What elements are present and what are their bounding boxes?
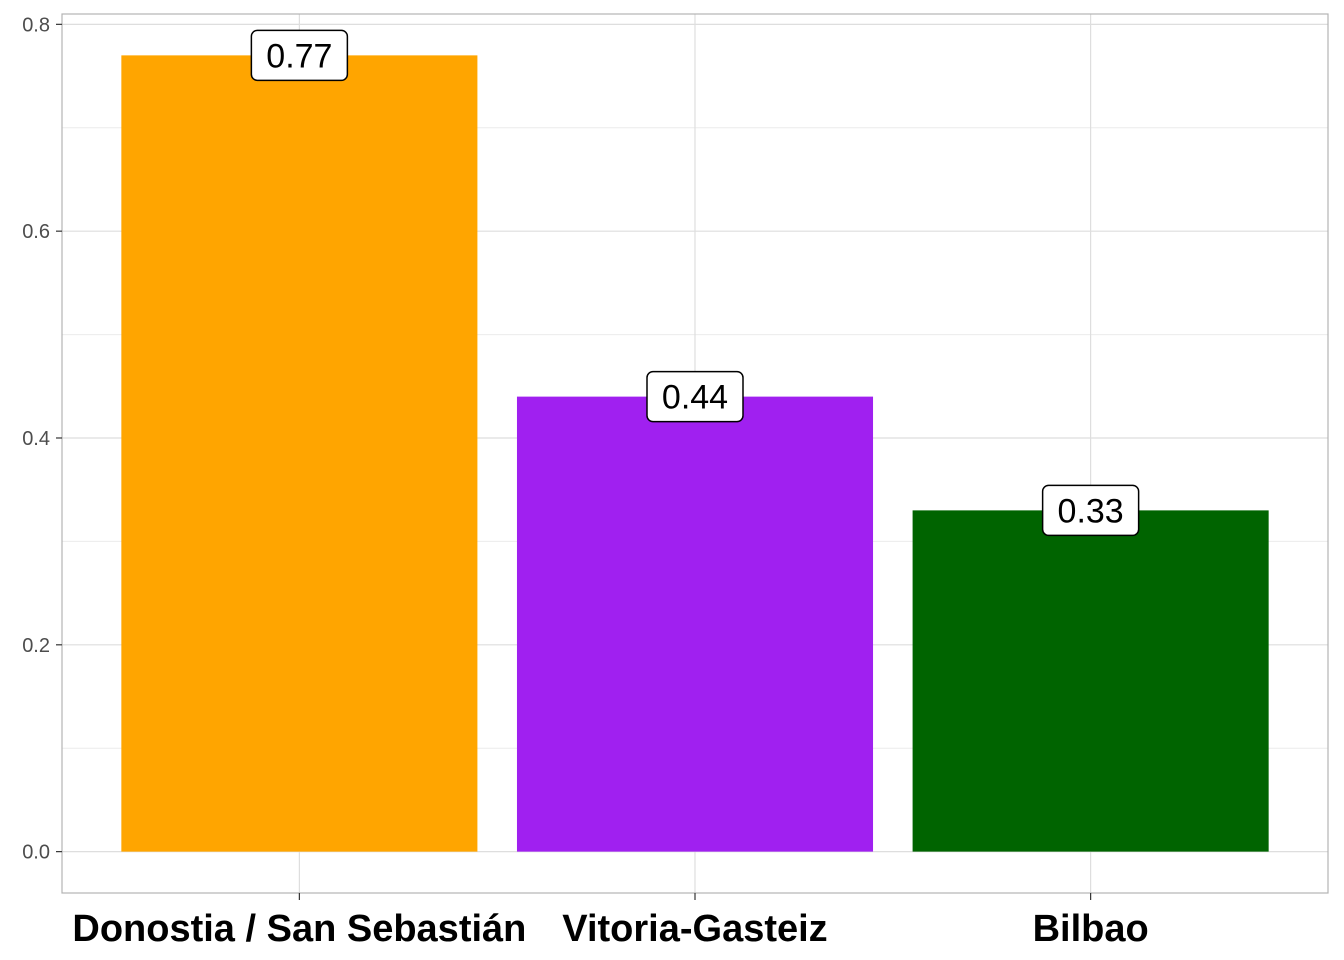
bars	[121, 55, 1269, 852]
x-tick-label: Donostia / San Sebastián	[72, 908, 526, 950]
data-label-box	[250, 29, 349, 82]
data-label-box	[1041, 484, 1140, 537]
y-tick-label: 0.8	[22, 14, 50, 36]
x-axis: Donostia / San Sebastián Vitoria-Gasteiz B…	[72, 893, 1149, 950]
data-label: 0.44	[646, 370, 744, 423]
y-tick-label: 0.4	[22, 428, 50, 450]
data-label: 0.33	[1041, 484, 1140, 537]
data-label-text: 0.77	[266, 37, 332, 75]
y-tick-label: 0.0	[22, 842, 50, 864]
bar	[912, 510, 1269, 852]
bar	[121, 55, 478, 852]
y-tick-label: 0.6	[22, 221, 50, 243]
y-axis: 0.0 0.2 0.4 0.6 0.8	[22, 14, 62, 864]
data-label-box	[646, 370, 744, 423]
bar	[516, 396, 874, 852]
y-tick-label: 0.2	[22, 635, 50, 657]
data-label-text: 0.33	[1058, 492, 1124, 530]
data-labels: 0.77 0.44 0.33	[250, 29, 1140, 537]
x-tick-label: Bilbao	[1033, 908, 1149, 950]
data-label-text: 0.44	[662, 379, 728, 417]
x-tick-label: Vitoria-Gasteiz	[562, 908, 827, 950]
data-label: 0.77	[250, 29, 349, 82]
